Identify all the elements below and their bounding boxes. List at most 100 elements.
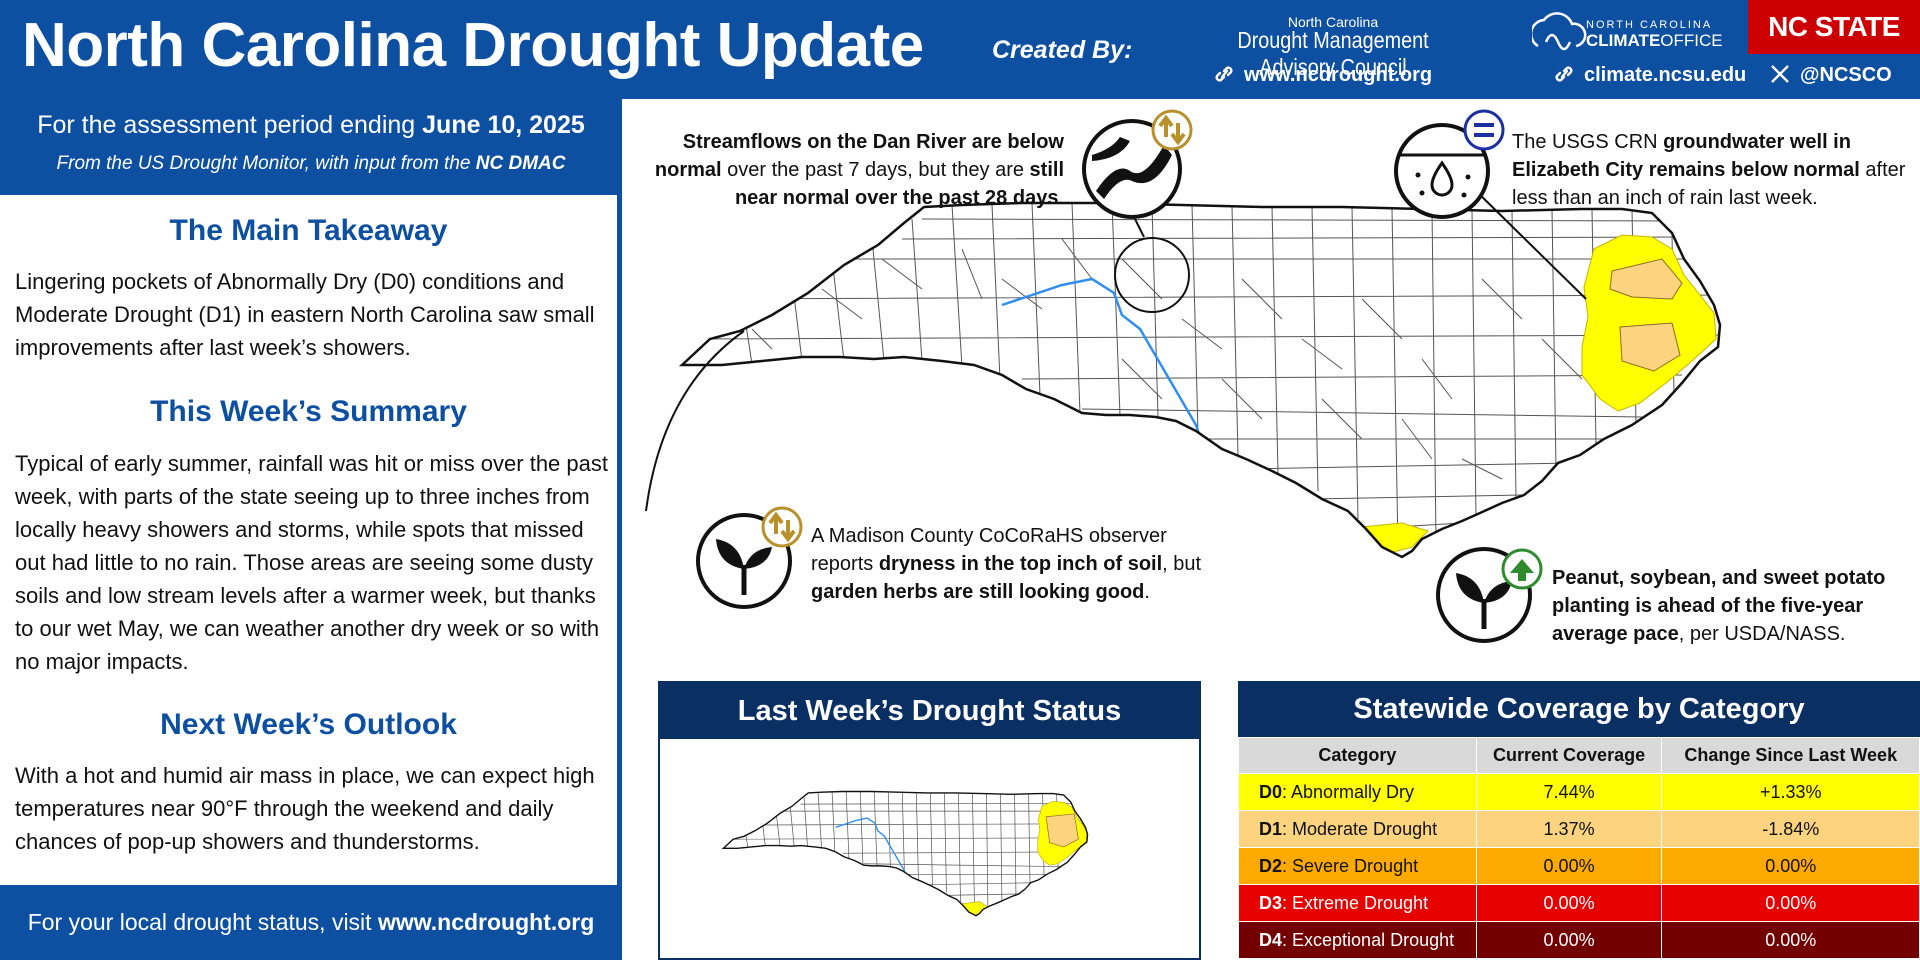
category-label: : Abnormally Dry bbox=[1282, 781, 1415, 802]
link-icon bbox=[1215, 66, 1233, 82]
outlook-title: Next Week’s Outlook bbox=[160, 708, 457, 741]
svg-text:CLIMATEOFFICE: CLIMATEOFFICE bbox=[1586, 31, 1723, 50]
last-week-map bbox=[721, 790, 1089, 917]
dan-river-callout: Streamflows on the Dan River are below n… bbox=[640, 128, 1064, 212]
change-cell: 0.00% bbox=[1661, 847, 1920, 885]
river-icon bbox=[1082, 119, 1182, 219]
current-coverage-cell: 0.00% bbox=[1475, 921, 1663, 959]
col-header-current: Current Coverage bbox=[1475, 737, 1663, 774]
category-code: D2 bbox=[1259, 855, 1283, 876]
cocorahs-text1: A Madison County CoCoRaHS observer repor… bbox=[811, 525, 1167, 575]
summary-title: This Week’s Summary bbox=[150, 395, 467, 428]
cocorahs-bold2: garden herbs are still looking good bbox=[811, 581, 1145, 603]
table-row: D2: Severe Drought 0.00% 0.00% bbox=[1238, 847, 1920, 885]
category-label: : Moderate Drought bbox=[1282, 818, 1438, 839]
category-cell: D3: Extreme Drought bbox=[1238, 884, 1477, 922]
dan-river-text2: . bbox=[1058, 187, 1064, 209]
coverage-header-row: Category Current Coverage Change Since L… bbox=[1238, 737, 1920, 774]
trend-unchanged-icon bbox=[1463, 109, 1505, 151]
category-label: : Severe Drought bbox=[1282, 855, 1419, 876]
table-row: D4: Exceptional Drought 0.00% 0.00% bbox=[1238, 921, 1920, 959]
category-cell: D0: Abnormally Dry bbox=[1238, 773, 1477, 811]
d1-area-northeast-south bbox=[1619, 322, 1681, 372]
category-cell: D4: Exceptional Drought bbox=[1238, 921, 1477, 959]
dan-river-bold1: Streamflows on the Dan River are below n… bbox=[654, 131, 1064, 181]
last-week-title: Last Week’s Drought Status bbox=[660, 683, 1199, 739]
x-logo-icon bbox=[1771, 65, 1789, 83]
social-link-text: @NCSCO bbox=[1800, 64, 1892, 86]
footer-banner[interactable]: For your local drought status, visit www… bbox=[0, 885, 622, 960]
category-label: : Extreme Drought bbox=[1282, 892, 1429, 913]
climate-link[interactable]: climate.ncsu.edu bbox=[1552, 64, 1746, 87]
dan-river-focus-circle bbox=[1114, 237, 1190, 313]
table-row: D3: Extreme Drought 0.00% 0.00% bbox=[1238, 884, 1920, 922]
footer-link[interactable]: www.ncdrought.org bbox=[377, 909, 595, 935]
climate-office-logo: NORTH CAROLINA CLIMATEOFFICE bbox=[1532, 12, 1723, 51]
outlook-text: With a hot and humid air mass in place, … bbox=[15, 763, 595, 854]
cocorahs-leader bbox=[645, 330, 745, 512]
header-bar: North Carolina Drought Update Created By… bbox=[0, 0, 1920, 99]
takeaway-text: Lingering pockets of Abnormally Dry (D0)… bbox=[15, 269, 595, 360]
category-code: D0 bbox=[1259, 781, 1283, 802]
summary-panel: The Main Takeaway Lingering pockets of A… bbox=[0, 195, 622, 885]
trend-mixed-icon bbox=[761, 506, 803, 548]
source-prefix: From the US Drought Monitor, with input … bbox=[56, 153, 471, 174]
category-cell: D2: Severe Drought bbox=[1238, 847, 1477, 885]
d0-area-southeast bbox=[1321, 522, 1429, 557]
change-cell: +1.33% bbox=[1661, 773, 1920, 811]
groundwater-text1: The USGS CRN bbox=[1512, 131, 1664, 153]
category-label: : Exceptional Drought bbox=[1282, 929, 1455, 950]
col-header-change: Change Since Last Week bbox=[1661, 737, 1920, 774]
table-row: D0: Abnormally Dry 7.44% +1.33% bbox=[1238, 773, 1920, 811]
groundwater-leader bbox=[1469, 184, 1587, 300]
drought-map bbox=[645, 109, 1722, 643]
category-cell: D1: Moderate Drought bbox=[1238, 810, 1477, 848]
footer-prefix: For your local drought status, visit bbox=[27, 909, 372, 935]
planting-text1: , per USDA/NASS. bbox=[1678, 623, 1846, 645]
current-coverage-cell: 0.00% bbox=[1475, 884, 1663, 922]
change-cell: -1.84% bbox=[1661, 810, 1920, 848]
assessment-banner: For the assessment period ending June 10… bbox=[0, 99, 622, 195]
dan-river-bold2: still near normal over the past 28 days bbox=[734, 159, 1064, 209]
col-header-category: Category bbox=[1238, 737, 1477, 774]
change-cell: 0.00% bbox=[1661, 884, 1920, 922]
assessment-period: For the assessment period ending June 10… bbox=[0, 111, 622, 140]
d0-area-northeast bbox=[1581, 234, 1717, 412]
coverage-title: Statewide Coverage by Category bbox=[1238, 681, 1920, 737]
dan-river-leader bbox=[1133, 216, 1145, 238]
change-cell: 0.00% bbox=[1661, 921, 1920, 959]
groundwater-callout: The USGS CRN groundwater well in Elizabe… bbox=[1512, 128, 1912, 212]
ncdrought-link[interactable]: www.ncdrought.org bbox=[1212, 64, 1432, 87]
takeaway-title: The Main Takeaway bbox=[169, 214, 448, 247]
category-code: D3 bbox=[1259, 892, 1283, 913]
dan-river-text1: over the past 7 days, but they are bbox=[721, 159, 1030, 181]
cocorahs-bold1: dryness in the top inch of soil bbox=[878, 553, 1163, 575]
groundwater-icon bbox=[1394, 123, 1490, 219]
link-icon bbox=[1555, 66, 1573, 82]
current-coverage-cell: 1.37% bbox=[1475, 810, 1663, 848]
created-by-label: Created By: bbox=[992, 36, 1133, 64]
climate-office-climate: CLIMATE bbox=[1586, 31, 1660, 50]
d1-area-northeast-north bbox=[1609, 258, 1683, 300]
dmac-state-label: North Carolina bbox=[1287, 14, 1379, 30]
cocorahs-callout: A Madison County CoCoRaHS observer repor… bbox=[811, 522, 1211, 606]
climate-link-text: climate.ncsu.edu bbox=[1584, 64, 1747, 86]
summary-text: Typical of early summer, rainfall was hi… bbox=[15, 451, 608, 674]
climate-office-line1: NORTH CAROLINA bbox=[1586, 19, 1712, 31]
trend-mixed-icon bbox=[1151, 109, 1193, 151]
cocorahs-text3: . bbox=[1144, 581, 1150, 603]
climate-office-office: OFFICE bbox=[1660, 31, 1722, 50]
groundwater-bold1: groundwater well in Elizabeth City remai… bbox=[1512, 131, 1860, 181]
nc-state-logo: NC STATE bbox=[1748, 0, 1920, 54]
table-row: D1: Moderate Drought 1.37% -1.84% bbox=[1238, 810, 1920, 848]
dmac-name: Drought Management Advisory Council bbox=[1237, 27, 1429, 80]
period-date: June 10, 2025 bbox=[422, 111, 585, 139]
category-code: D1 bbox=[1259, 818, 1283, 839]
planting-callout: Peanut, soybean, and sweet potato planti… bbox=[1552, 564, 1892, 648]
source-line: From the US Drought Monitor, with input … bbox=[0, 153, 622, 175]
coverage-table: Category Current Coverage Change Since L… bbox=[1238, 737, 1920, 959]
trend-up-icon bbox=[1501, 548, 1543, 590]
social-link[interactable]: @NCSCO bbox=[1768, 64, 1892, 87]
ncdrought-link-text: www.ncdrought.org bbox=[1244, 64, 1433, 86]
page-title: North Carolina Drought Update bbox=[22, 11, 924, 80]
